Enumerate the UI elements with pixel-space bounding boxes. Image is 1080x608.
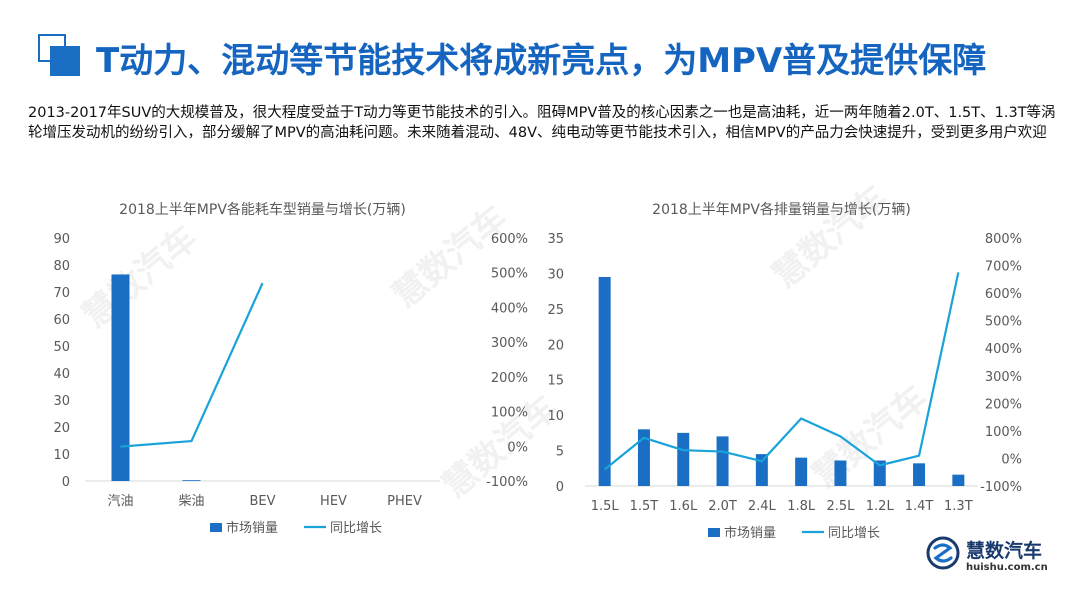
- y-axis-tick-label: 80: [53, 259, 70, 274]
- y2-axis-tick-label: 300%: [985, 370, 1022, 385]
- title-decoration: [38, 34, 82, 78]
- x-axis-tick-label: 2.5L: [826, 499, 855, 514]
- bar: [913, 463, 926, 486]
- y2-axis-tick-label: 400%: [491, 301, 528, 316]
- chart-energy-type: 2018上半年MPV各能耗车型销量与增长(万辆) 0 10 20 30 40 50 60 70 8…: [53, 201, 528, 536]
- bar: [755, 454, 768, 486]
- brand-name: 慧数汽车: [966, 540, 1043, 562]
- y-axis-tick-label: 15: [547, 374, 564, 389]
- x-axis-tick-label: 1.2L: [866, 499, 895, 514]
- x-axis-tick-label: 汽油: [107, 494, 133, 509]
- y2-axis-tick-label: 400%: [985, 342, 1022, 357]
- y2-axis-tick-label: 0%: [507, 440, 528, 455]
- y2-axis-tick-label: 0%: [1001, 452, 1022, 467]
- title-square-filled: [50, 46, 80, 76]
- y-axis-tick-label: 30: [547, 267, 564, 282]
- chart-title: 2018上半年MPV各排量销量与增长(万辆): [652, 202, 911, 218]
- y-axis-tick-label: 50: [53, 340, 70, 355]
- chart-title: 2018上半年MPV各能耗车型销量与增长(万辆): [119, 201, 406, 218]
- bar: [834, 460, 847, 486]
- x-axis-tick-label: PHEV: [387, 494, 422, 509]
- x-axis-tick-label: 柴油: [178, 494, 204, 509]
- y2-axis-tick-label: 800%: [985, 232, 1022, 247]
- x-axis-tick-label: 2.4L: [748, 499, 777, 514]
- x-axis-tick-label: HEV: [320, 494, 347, 509]
- y2-axis-tick-label: 300%: [491, 336, 528, 351]
- brand-url: huishu.com.cn: [966, 562, 1048, 573]
- y2-axis-tick-label: -100%: [486, 475, 528, 490]
- legend-swatch-bar: [708, 528, 720, 537]
- y-axis-tick-label: 40: [53, 367, 70, 382]
- y-axis-tick-label: 90: [53, 232, 70, 247]
- y2-axis-tick-label: 100%: [491, 406, 528, 421]
- y-axis-tick-label: 25: [547, 303, 564, 318]
- y-axis-tick-label: 70: [53, 286, 70, 301]
- y-axis-tick-label: 20: [547, 338, 564, 353]
- huishu-logo-icon: [926, 536, 960, 570]
- legend-label: 市场销量: [226, 520, 278, 536]
- y-axis-tick-label: 5: [556, 445, 564, 460]
- y-axis-tick-label: 10: [547, 409, 564, 424]
- page-title: T动力、混动等节能技术将成新亮点，为MPV普及提供保障: [96, 41, 987, 81]
- x-axis-tick-label: 1.6L: [669, 499, 698, 514]
- x-axis-tick-label: 2.0T: [708, 499, 737, 514]
- y-axis-tick-label: 30: [53, 394, 70, 409]
- chart-displacement: 2018上半年MPV各排量销量与增长(万辆) 0 5 10 15 20 25 30 35 -100…: [547, 202, 1022, 541]
- bar: [952, 474, 965, 486]
- y-axis-tick-label: 35: [547, 232, 564, 247]
- bar: [637, 429, 650, 486]
- y-axis-tick-label: 20: [53, 421, 70, 436]
- bar: [182, 480, 201, 481]
- bar: [716, 436, 729, 486]
- x-axis-tick-label: 1.5L: [591, 499, 620, 514]
- y2-axis-tick-label: 600%: [491, 232, 528, 247]
- x-axis-tick-label: 1.5T: [630, 499, 659, 514]
- y2-axis-tick-label: 500%: [491, 267, 528, 282]
- legend-label: 同比增长: [330, 521, 382, 536]
- y2-axis-tick-label: 200%: [491, 371, 528, 386]
- x-axis-tick-label: BEV: [249, 494, 275, 509]
- y-axis-tick-label: 60: [53, 313, 70, 328]
- y2-axis-tick-label: 500%: [985, 315, 1022, 330]
- bar: [598, 276, 611, 486]
- growth-line: [120, 282, 264, 448]
- y-axis-tick-label: 0: [62, 475, 70, 490]
- legend-label: 市场销量: [724, 525, 776, 541]
- y2-axis-tick-label: 200%: [985, 397, 1022, 412]
- intro-paragraph: 2013-2017年SUV的大规模普及，很大程度受益于T动力等更节能技术的引入。…: [28, 105, 1056, 141]
- bar: [111, 274, 130, 481]
- y2-axis-tick-label: 100%: [985, 425, 1022, 440]
- y-axis-tick-label: 10: [53, 448, 70, 463]
- brand-logo-block: 慧数汽车 huishu.com.cn: [926, 534, 1056, 582]
- bar: [795, 457, 808, 486]
- legend-label: 同比增长: [828, 526, 880, 541]
- y2-axis-tick-label: 600%: [985, 287, 1022, 302]
- y2-axis-tick-label: -100%: [980, 480, 1022, 495]
- y2-axis-tick-label: 700%: [985, 260, 1022, 275]
- x-axis-tick-label: 1.8L: [787, 499, 816, 514]
- bar: [873, 460, 886, 486]
- legend-swatch-bar: [210, 523, 222, 532]
- x-axis-tick-label: 1.3T: [944, 499, 973, 514]
- growth-line: [603, 272, 960, 471]
- x-axis-tick-label: 1.4T: [905, 499, 934, 514]
- bar: [677, 432, 690, 486]
- y-axis-tick-label: 0: [556, 480, 564, 495]
